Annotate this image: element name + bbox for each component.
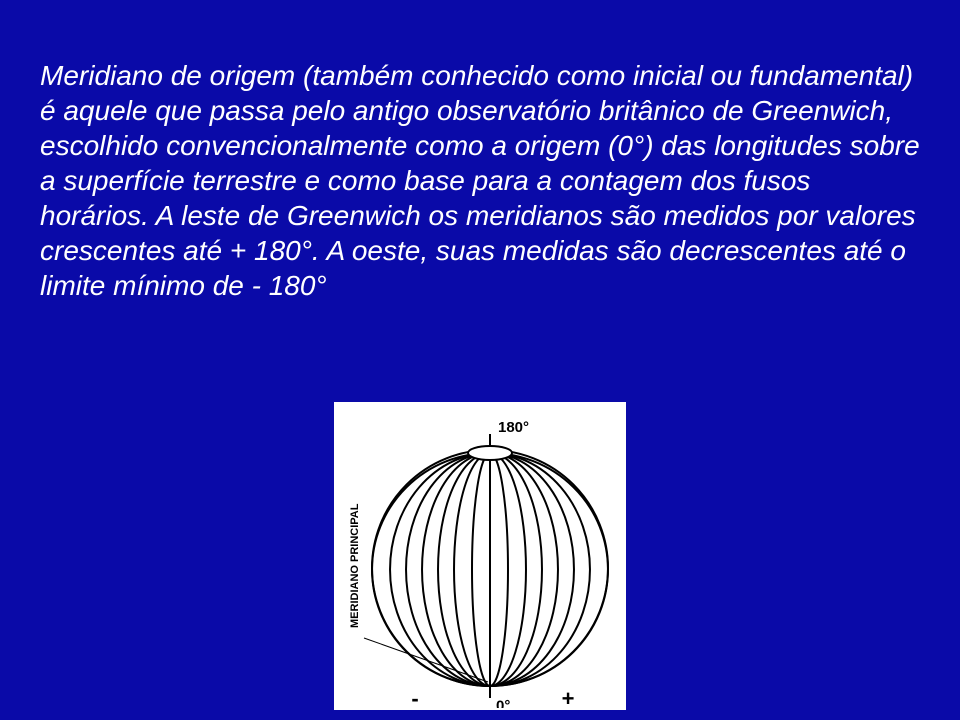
svg-text:-: - — [411, 686, 418, 708]
svg-text:MERIDIANO PRINCIPAL: MERIDIANO PRINCIPAL — [349, 503, 361, 628]
svg-text:180°: 180° — [498, 419, 529, 436]
meridian-globe-figure: 180° 0° - + MERIDIANO PRINCIPAL — [334, 402, 626, 710]
globe-svg: 180° 0° - + MERIDIANO PRINCIPAL — [340, 408, 620, 708]
svg-text:+: + — [562, 686, 575, 708]
svg-text:0°: 0° — [496, 697, 510, 708]
paragraph-text: Meridiano de origem (também conhecido co… — [40, 58, 920, 303]
